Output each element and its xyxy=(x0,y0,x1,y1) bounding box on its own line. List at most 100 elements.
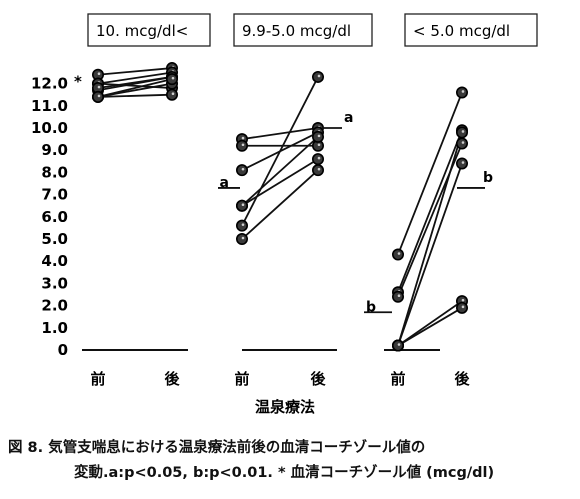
data-point-before xyxy=(391,339,404,352)
data-point-after xyxy=(455,86,468,99)
data-point-before xyxy=(92,90,105,103)
pair-line xyxy=(97,78,173,98)
pair-line xyxy=(241,127,319,140)
before-label: 前 xyxy=(234,370,249,388)
pair-line xyxy=(97,93,173,98)
data-point-after xyxy=(311,153,324,166)
data-point-highlight xyxy=(171,76,175,80)
y-tick-label: 12.0 xyxy=(31,75,68,93)
significance-label-after: a xyxy=(344,110,353,126)
data-point-highlight xyxy=(397,294,401,298)
pair-line xyxy=(97,67,173,76)
pair-line xyxy=(97,82,173,89)
group-label-box xyxy=(87,13,211,47)
data-point-after xyxy=(311,130,324,143)
data-point-highlight xyxy=(97,85,101,89)
y-tick-label: 2.0 xyxy=(41,297,68,315)
data-point-before xyxy=(236,219,249,232)
y-tick-label: 0 xyxy=(58,341,68,359)
y-tick-label: 3.0 xyxy=(41,274,68,292)
y-tick-label: 7.0 xyxy=(41,186,68,204)
data-point-highlight xyxy=(241,236,245,240)
data-point-after xyxy=(455,301,468,314)
pair-line xyxy=(397,129,463,293)
y-tick-label: 5.0 xyxy=(41,230,68,248)
chart-panels: 10. mcg/dl< 前 後 9.9-5.0 mcg/dl 前 後 a a < 5.0 mcg… xyxy=(82,13,538,388)
data-point-highlight xyxy=(461,130,465,133)
y-tick-label: 6.0 xyxy=(41,208,68,226)
data-point-before xyxy=(236,164,249,177)
data-point-highlight xyxy=(461,90,465,93)
y-axis-unit-marker: * xyxy=(74,73,82,91)
before-label: 前 xyxy=(90,370,105,388)
data-point-before xyxy=(236,139,249,152)
data-point-highlight xyxy=(171,92,175,95)
panel-3: < 5.0 mcg/dl 前 後 b b xyxy=(364,13,538,388)
before-label: 前 xyxy=(390,370,405,388)
data-point-after xyxy=(166,88,179,101)
after-label: 後 xyxy=(453,370,470,388)
pair-line xyxy=(397,300,463,347)
data-point-highlight xyxy=(97,94,101,98)
pair-line xyxy=(97,76,173,89)
significance-label-after: b xyxy=(483,170,493,186)
data-point-after xyxy=(311,164,324,177)
pair-line xyxy=(241,169,319,240)
panel-1: 10. mcg/dl< 前 後 xyxy=(82,13,211,388)
data-point-before xyxy=(391,248,404,261)
data-point-highlight xyxy=(317,156,321,160)
y-axis: 0 1.0 2.0 3.0 4.0 5.0 6.0 7.0 8.0 9.0 10.0 11.0 12.0… xyxy=(31,73,82,359)
data-point-highlight xyxy=(317,134,321,138)
group-label: 9.9-5.0 mcg/dl xyxy=(242,22,351,40)
pair-line xyxy=(397,132,463,346)
data-point-highlight xyxy=(317,143,321,147)
data-point-after xyxy=(455,137,468,150)
data-point-highlight xyxy=(241,203,245,206)
panel-2: 9.9-5.0 mcg/dl 前 後 a a xyxy=(218,13,373,388)
data-point-highlight xyxy=(317,74,321,78)
data-point-highlight xyxy=(241,223,245,226)
significance-label-before: a xyxy=(220,175,229,191)
pair-line xyxy=(97,71,173,85)
data-point-highlight xyxy=(461,298,465,302)
pair-line xyxy=(241,136,319,207)
after-label: 後 xyxy=(309,370,326,388)
data-point-highlight xyxy=(317,167,321,171)
pair-line xyxy=(397,163,463,346)
pair-line xyxy=(241,76,319,227)
cortisol-chart: 0 1.0 2.0 3.0 4.0 5.0 6.0 7.0 8.0 9.0 10.0 11.0 12.0… xyxy=(31,13,538,416)
data-point-highlight xyxy=(397,252,401,255)
group-label: < 5.0 mcg/dl xyxy=(413,22,510,40)
data-point-highlight xyxy=(461,141,465,144)
y-tick-label: 4.0 xyxy=(41,252,68,270)
pair-line xyxy=(397,92,463,255)
data-point-highlight xyxy=(97,72,101,76)
data-point-before xyxy=(236,199,249,212)
figure-caption-line1: 図 8. 気管支喘息における温泉療法前後の血清コーチゾール値の xyxy=(8,440,426,456)
group-label-box xyxy=(233,13,373,47)
data-point-highlight xyxy=(241,167,245,171)
group-label-box xyxy=(404,13,538,47)
data-point-after xyxy=(311,70,324,83)
x-axis-label: 温泉療法 xyxy=(255,398,315,416)
group-label: 10. mcg/dl< xyxy=(96,22,188,40)
data-point-after xyxy=(455,126,468,139)
data-point-after xyxy=(455,157,468,170)
after-label: 後 xyxy=(163,370,180,388)
data-point-highlight xyxy=(461,161,465,164)
data-point-highlight xyxy=(241,136,245,140)
data-point-before xyxy=(391,290,404,303)
data-point-highlight xyxy=(397,343,401,346)
data-point-before xyxy=(236,233,249,246)
data-point-highlight xyxy=(461,305,465,309)
pair-line xyxy=(397,307,463,347)
y-tick-label: 1.0 xyxy=(41,319,68,337)
y-tick-label: 11.0 xyxy=(31,97,68,115)
y-tick-label: 10.0 xyxy=(31,119,68,137)
data-point-after xyxy=(166,73,179,86)
pair-line xyxy=(241,158,319,207)
y-tick-label: 9.0 xyxy=(41,141,68,159)
significance-label-before: b xyxy=(366,299,376,315)
data-point-highlight xyxy=(241,143,245,147)
y-tick-label: 8.0 xyxy=(41,163,68,181)
